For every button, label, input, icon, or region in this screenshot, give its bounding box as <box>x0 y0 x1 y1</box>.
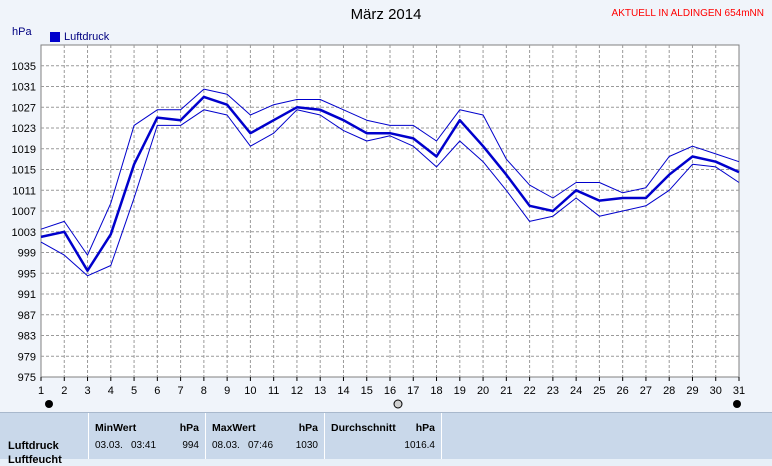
y-tick-label: 987 <box>18 310 36 322</box>
min-cell: MinWert hPa 03.03. 03:41 994 <box>89 413 206 459</box>
x-tick-label: 31 <box>733 385 745 397</box>
avg-cell: Durchschnitt hPa 1016.4 <box>325 413 442 459</box>
legend-swatch <box>50 32 60 42</box>
x-tick-label: 28 <box>663 385 675 397</box>
stats-table: Luftdruck Luftfeucht MinWert hPa 03.03. … <box>0 412 772 466</box>
series-line-max <box>40 88 740 256</box>
x-tick-label: 17 <box>407 385 419 397</box>
y-tick-label: 999 <box>18 248 36 260</box>
week-marker-dot <box>393 399 403 409</box>
avg-header: Durchschnitt <box>331 422 396 434</box>
y-tick-label: 1015 <box>12 165 36 177</box>
legend: Luftdruck <box>50 31 109 43</box>
x-tick-label: 11 <box>268 385 279 397</box>
x-tick-label: 19 <box>454 385 466 397</box>
min-header: MinWert <box>95 422 137 434</box>
legend-label: Luftdruck <box>64 31 110 43</box>
x-tick-label: 13 <box>314 385 326 397</box>
max-cell: MaxWert hPa 08.03. 07:46 1030 <box>206 413 325 459</box>
avg-value: 1016.4 <box>404 440 435 451</box>
series-line-min <box>40 109 740 277</box>
y-tick-label: 1007 <box>12 206 36 218</box>
y-tick-label: 1035 <box>12 61 36 73</box>
x-tick-label: 22 <box>523 385 535 397</box>
y-tick-label: 979 <box>18 351 36 363</box>
min-value: 994 <box>182 440 199 451</box>
x-tick-label: 16 <box>384 385 396 397</box>
pressure-chart: 9759799839879919959991003100710111015101… <box>12 44 745 409</box>
week-marker-dot <box>45 400 53 408</box>
y-tick-label: 975 <box>18 372 36 384</box>
y-tick-label: 1023 <box>12 123 36 135</box>
min-date: 03.03. <box>95 440 123 451</box>
y-tick-label: 1027 <box>12 102 36 114</box>
x-tick-label: 12 <box>291 385 303 397</box>
x-tick-label: 5 <box>131 385 137 397</box>
x-tick-label: 8 <box>201 385 207 397</box>
x-tick-label: 6 <box>154 385 160 397</box>
max-time: 07:46 <box>248 440 274 451</box>
x-tick-label: 30 <box>710 385 722 397</box>
min-unit: hPa <box>179 422 199 434</box>
status-text: AKTUELL IN ALDINGEN 654mNN <box>611 8 764 19</box>
x-tick-label: 27 <box>640 385 652 397</box>
x-tick-label: 10 <box>244 385 256 397</box>
y-tick-label: 1019 <box>12 144 36 156</box>
y-tick-label: 1003 <box>12 227 36 239</box>
x-tick-label: 2 <box>61 385 67 397</box>
row-label: Luftdruck <box>8 440 59 452</box>
series-line-mean <box>40 95 740 272</box>
y-tick-label: 1031 <box>12 82 36 94</box>
x-tick-label: 18 <box>430 385 442 397</box>
week-marker-dot <box>733 400 741 408</box>
row-label-cell: Luftdruck Luftfeucht <box>0 413 89 466</box>
y-tick-label: 995 <box>18 268 36 280</box>
x-tick-label: 9 <box>224 385 230 397</box>
y-tick-label: 983 <box>18 331 36 343</box>
x-tick-label: 3 <box>84 385 90 397</box>
x-tick-label: 25 <box>593 385 605 397</box>
chart-title: März 2014 <box>350 6 422 23</box>
x-tick-label: 4 <box>108 385 114 397</box>
x-tick-label: 7 <box>178 385 184 397</box>
x-tick-label: 26 <box>617 385 629 397</box>
x-tick-label: 15 <box>361 385 373 397</box>
x-tick-label: 21 <box>500 385 512 397</box>
y-tick-label: 1011 <box>12 185 36 197</box>
max-date: 08.03. <box>212 440 240 451</box>
min-time: 03:41 <box>131 440 157 451</box>
x-tick-label: 20 <box>477 385 489 397</box>
y-unit-label: hPa <box>12 26 32 38</box>
row-label-2: Luftfeucht <box>8 454 62 466</box>
x-tick-label: 24 <box>570 385 582 397</box>
max-value: 1030 <box>295 440 318 451</box>
avg-unit: hPa <box>415 422 435 434</box>
x-tick-label: 29 <box>686 385 698 397</box>
x-tick-label: 23 <box>547 385 559 397</box>
y-tick-label: 991 <box>18 289 36 301</box>
max-unit: hPa <box>298 422 318 434</box>
x-tick-label: 14 <box>337 385 349 397</box>
max-header: MaxWert <box>212 422 256 434</box>
x-tick-label: 1 <box>38 385 44 397</box>
